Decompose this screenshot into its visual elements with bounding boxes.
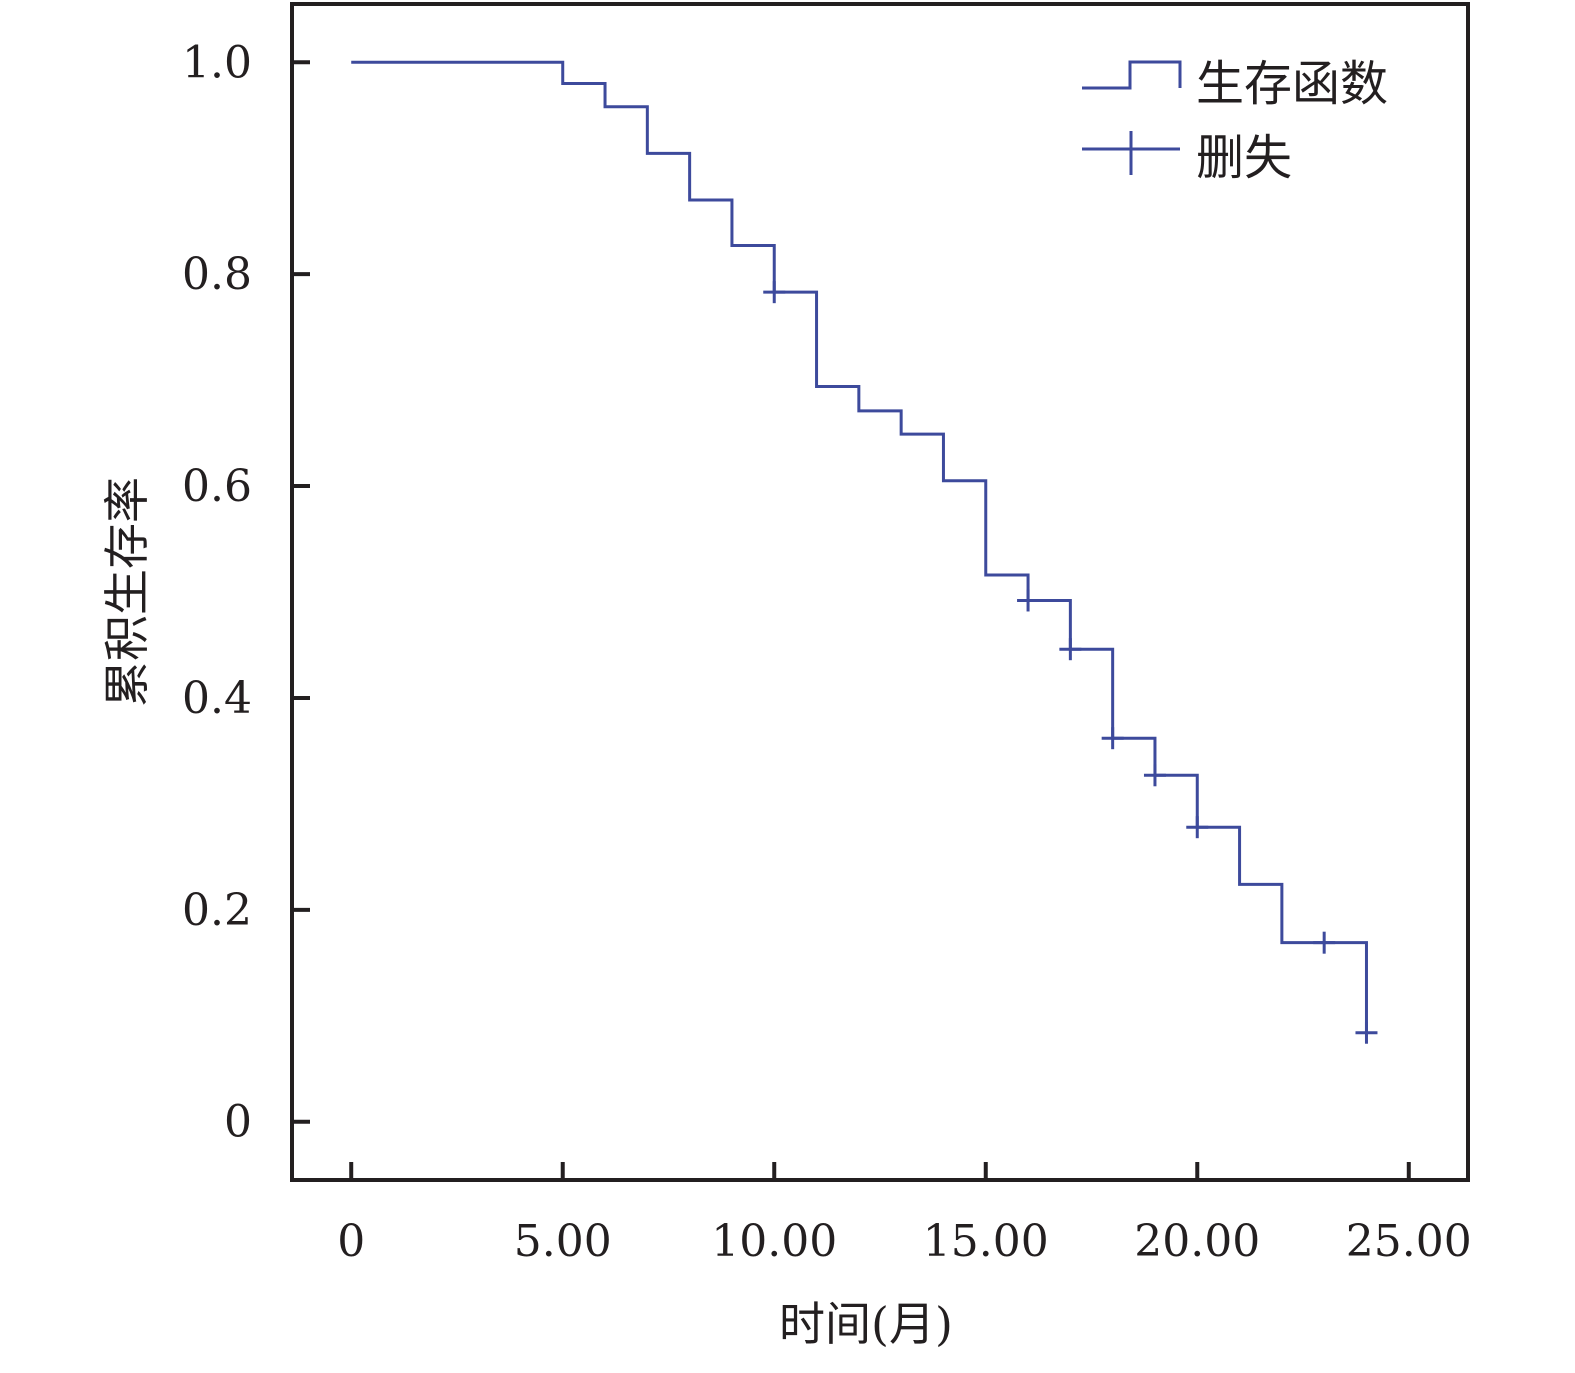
y-tick-label: 0.2 [182,885,252,936]
x-tick-label: 20.00 [1134,1216,1260,1267]
y-tick-label: 1.0 [182,37,252,88]
y-axis-title: 累积生存率 [100,477,154,707]
y-tick-label: 0.6 [182,461,252,512]
y-tick-label: 0 [224,1097,252,1148]
plot-series [351,60,1378,1044]
x-tick-label: 25.00 [1346,1216,1472,1267]
plot-frame [290,2,1470,1182]
x-tick-label: 0 [337,1216,365,1267]
x-axis: 0 5.00 10.00 15.00 20.00 25.00 [337,1162,1472,1267]
x-tick-label: 5.00 [514,1216,612,1267]
y-axis: 0 0.2 0.4 0.6 0.8 1.0 [182,37,310,1148]
x-tick-label: 10.00 [711,1216,837,1267]
legend-label-survival: 生存函数 [1196,56,1388,112]
legend-step-symbol [1082,60,1182,90]
y-tick-label: 0.4 [182,673,252,724]
x-tick-label: 15.00 [923,1216,1049,1267]
survival-step-line [351,60,1368,1033]
x-axis-title: 时间(月) [779,1297,953,1351]
y-tick-label: 0.8 [182,249,252,300]
legend-label-censored: 删失 [1196,130,1292,186]
